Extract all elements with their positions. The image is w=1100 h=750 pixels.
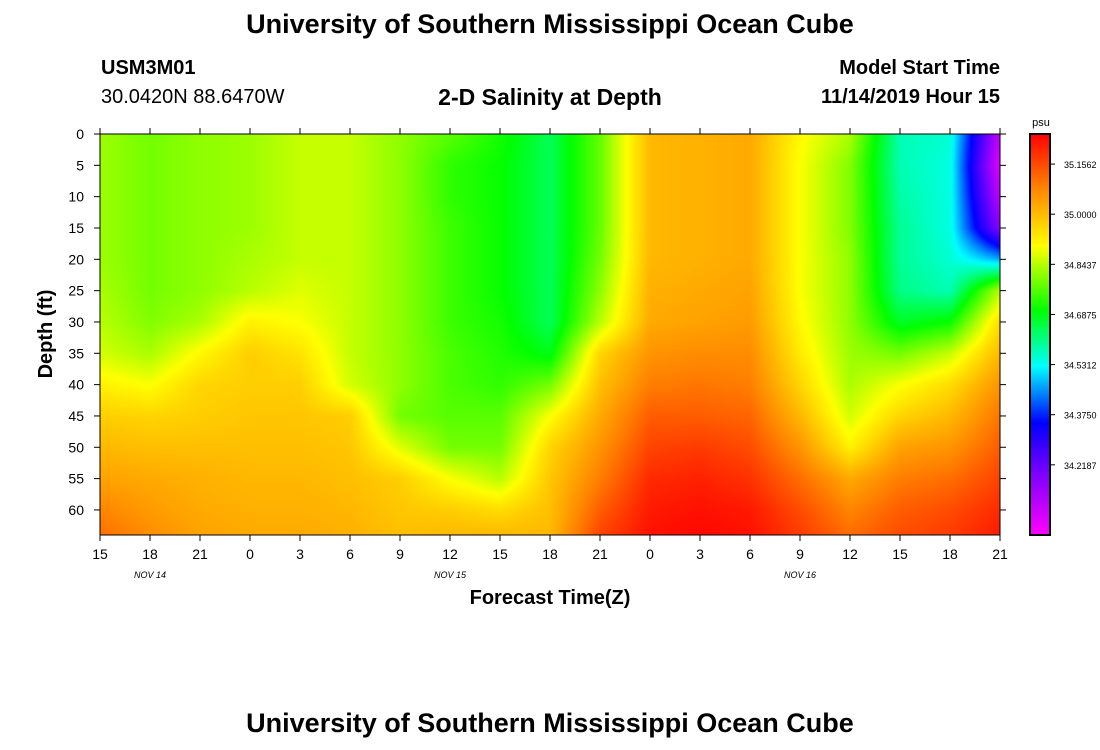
y-tick-label: 35	[68, 345, 84, 361]
footer-title: University of Southern Mississippi Ocean…	[246, 708, 854, 738]
page-title: University of Southern Mississippi Ocean…	[246, 9, 854, 39]
x-tick-label: 9	[396, 546, 404, 562]
colorbar-label: 34.2187	[1064, 461, 1097, 471]
x-tick-label: 12	[442, 546, 458, 562]
y-tick-label: 15	[68, 220, 84, 236]
y-tick-label: 0	[76, 126, 84, 142]
x-tick-label: 9	[796, 546, 804, 562]
y-tick-label: 55	[68, 471, 84, 487]
y-tick-label: 45	[68, 408, 84, 424]
y-tick-label: 40	[68, 377, 84, 393]
x-tick-label: 0	[646, 546, 654, 562]
model-start-time: 11/14/2019 Hour 15	[820, 86, 1000, 108]
x-tick-label: 15	[92, 546, 108, 562]
x-tick-label: 15	[892, 546, 908, 562]
colorbar-label: 35.0000	[1064, 210, 1097, 220]
date-label: NOV 16	[784, 570, 816, 580]
colorbar-label: 34.6875	[1064, 310, 1097, 320]
x-tick-label: 3	[696, 546, 704, 562]
x-tick-label: 6	[346, 546, 354, 562]
x-tick-label: 21	[592, 546, 608, 562]
salinity-heatmap	[100, 134, 1000, 535]
y-axis-label: Depth (ft)	[35, 290, 57, 379]
x-tick-label: 12	[842, 546, 858, 562]
plot-title: 2-D Salinity at Depth	[438, 84, 662, 110]
colorbar-label: 34.8437	[1064, 260, 1097, 270]
colorbar-label: 34.5312	[1064, 361, 1097, 371]
model-start-label: Model Start Time	[839, 57, 1000, 79]
colorbar-unit: psu	[1032, 117, 1050, 129]
colorbar-label: 35.1562	[1064, 160, 1097, 170]
x-tick-label: 15	[492, 546, 508, 562]
date-label: NOV 15	[434, 570, 467, 580]
x-tick-label: 3	[296, 546, 304, 562]
x-tick-label: 6	[746, 546, 754, 562]
y-tick-label: 30	[68, 314, 84, 330]
date-label: NOV 14	[134, 570, 166, 580]
colorbar-label: 34.3750	[1064, 411, 1097, 421]
colorbar	[1029, 133, 1051, 536]
x-tick-label: 18	[942, 546, 958, 562]
y-tick-label: 10	[68, 189, 84, 205]
x-axis-label: Forecast Time(Z)	[470, 587, 631, 609]
station-coordinates: 30.0420N 88.6470W	[101, 86, 285, 108]
y-tick-label: 60	[68, 502, 84, 518]
x-tick-label: 21	[192, 546, 208, 562]
x-tick-label: 18	[542, 546, 558, 562]
y-tick-label: 50	[68, 439, 84, 455]
y-tick-label: 5	[76, 157, 84, 173]
station-id: USM3M01	[101, 57, 196, 79]
x-tick-label: 21	[992, 546, 1008, 562]
y-tick-label: 20	[68, 251, 84, 267]
x-tick-label: 0	[246, 546, 254, 562]
salinity-chart: 15 18 21 0 3 6 9 12 15 18 21 0 3 6 9 12 15 18 21 NOV 14 NOV …	[35, 117, 1097, 609]
y-tick-label: 25	[68, 283, 84, 299]
x-tick-label: 18	[142, 546, 158, 562]
